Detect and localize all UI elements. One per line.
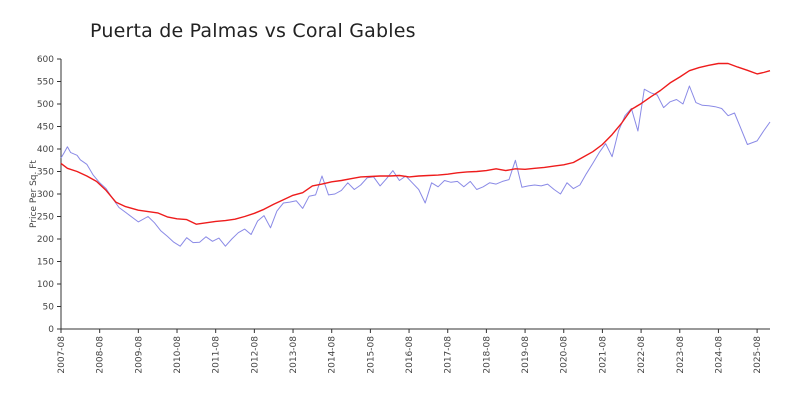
x-tick-label: 2020-08 [560, 336, 570, 374]
y-tick-label: 0 [48, 325, 54, 335]
y-tick-label: 50 [43, 303, 55, 313]
x-tick-label: 2012-08 [250, 336, 260, 374]
x-tick-label: 2010-08 [173, 336, 183, 374]
chart-title: Puerta de Palmas vs Coral Gables [90, 20, 416, 42]
x-tick-label: 2007-08 [57, 336, 67, 374]
x-tick-label: 2016-08 [405, 336, 415, 374]
x-tick-label: 2022-08 [637, 336, 647, 374]
chart-axes [57, 58, 770, 333]
y-tick-label: 100 [37, 280, 54, 290]
y-tick-label: 450 [37, 123, 54, 133]
x-tick-label: 2023-08 [676, 336, 686, 374]
x-tick-label: 2025-08 [753, 336, 763, 374]
axis-labels-layer: 0 50 100 150 200 250 300 350 400 450 500 550 600 2007… [29, 55, 763, 374]
series-line-1 [60, 62, 771, 225]
series-layer [60, 62, 771, 247]
y-tick-label: 550 [37, 78, 54, 88]
y-tick-label: 200 [37, 235, 54, 245]
y-tick-label: 150 [37, 258, 54, 268]
y-tick-label: 300 [37, 190, 54, 200]
x-tick-label: 2009-08 [134, 336, 144, 374]
series-line-2 [60, 85, 771, 247]
x-tick-label: 2015-08 [366, 336, 376, 374]
x-tick-label: 2018-08 [482, 336, 492, 374]
y-tick-label: 250 [37, 213, 54, 223]
x-tick-label: 2014-08 [328, 336, 338, 374]
y-tick-label: 600 [37, 55, 54, 65]
y-tick-label: 350 [37, 168, 54, 178]
x-tick-label: 2011-08 [212, 336, 222, 374]
x-tick-label: 2017-08 [444, 336, 454, 374]
y-axis-label: Price Per Sq. Ft [29, 160, 39, 228]
y-tick-label: 500 [37, 100, 54, 110]
x-tick-label: 2013-08 [289, 336, 299, 374]
x-tick-label: 2021-08 [598, 336, 608, 374]
x-tick-label: 2008-08 [96, 336, 106, 374]
x-tick-label: 2024-08 [714, 336, 724, 374]
y-tick-label: 400 [37, 145, 54, 155]
x-tick-label: 2019-08 [521, 336, 531, 374]
